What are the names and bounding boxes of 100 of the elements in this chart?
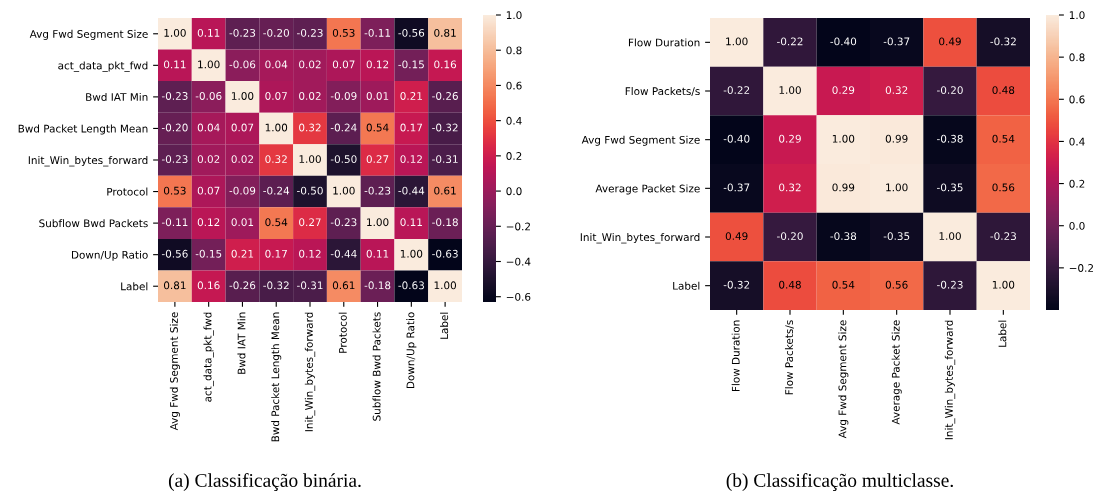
data-label: 1.00: [886, 183, 908, 192]
data-label: 0.29: [779, 134, 801, 143]
data-label: 0.29: [832, 86, 855, 95]
color-bar-label: 0.0: [1069, 221, 1085, 230]
data-label: 1.00: [299, 155, 321, 164]
data-label: 0.61: [434, 186, 456, 195]
data-label: 1.00: [164, 28, 186, 37]
data-label: -0.63: [432, 249, 458, 258]
x-tick-label: Subflow Bwd Packets: [372, 312, 381, 421]
data-label: 0.21: [231, 249, 254, 258]
data-label: 0.32: [885, 86, 908, 95]
data-label: 0.07: [265, 92, 287, 100]
data-label: -0.15: [398, 60, 424, 69]
data-label: -0.26: [229, 281, 256, 290]
data-label: 0.54: [992, 134, 1015, 143]
data-label: 0.02: [197, 155, 220, 164]
data-label: -0.09: [229, 186, 256, 195]
data-label: -0.32: [723, 280, 750, 289]
data-label: 0.81: [163, 281, 186, 290]
data-label: -0.18: [364, 281, 391, 290]
data-label: 0.27: [299, 218, 321, 227]
y-tick-label: Init_Win_bytes_forward: [580, 233, 700, 244]
data-label: 0.12: [366, 60, 389, 69]
data-label: -0.20: [777, 232, 803, 241]
data-label: 1.00: [231, 92, 254, 100]
data-label: 0.02: [299, 60, 321, 69]
x-tick-label: Label: [440, 312, 449, 339]
data-label: -0.23: [937, 280, 963, 289]
data-label: 0.16: [434, 60, 457, 69]
data-label: -0.24: [263, 186, 290, 195]
color-bar-label: 0.4: [1069, 137, 1085, 146]
x-tick-label: Bwd IAT Min: [237, 312, 246, 374]
data-label: 0.48: [779, 280, 801, 289]
data-label: 0.07: [197, 186, 220, 195]
x-tick-label: Bwd Packet Length Mean: [271, 312, 282, 442]
y-tick-label: Average Packet Size: [595, 184, 700, 195]
data-label: -0.44: [330, 249, 357, 258]
x-tick-label: Average Packet Size: [891, 320, 902, 425]
data-label: 0.54: [832, 280, 855, 289]
color-bar-label: −0.4: [506, 257, 531, 266]
x-tick-label: Protocol: [338, 312, 347, 353]
data-label: 0.32: [265, 155, 287, 164]
data-label: -0.20: [263, 28, 290, 37]
data-label: 0.17: [400, 123, 423, 132]
data-label: 0.81: [434, 28, 456, 37]
x-tick-label: Down/Up Ratio: [406, 312, 417, 389]
data-label: 0.56: [885, 280, 908, 289]
color-bar-label: 0.6: [1069, 95, 1085, 104]
data-label: -0.26: [432, 92, 458, 100]
data-label: -0.22: [777, 37, 803, 46]
data-label: 1.00: [779, 86, 801, 95]
data-label: -0.20: [161, 123, 188, 132]
data-label: -0.31: [432, 155, 458, 164]
data-label: 0.53: [332, 28, 355, 37]
data-label: 0.11: [400, 218, 422, 227]
data-label: -0.23: [161, 92, 188, 100]
data-label: -0.11: [364, 28, 391, 37]
x-tick-label: Label: [998, 320, 1007, 347]
data-label: -0.44: [398, 186, 425, 195]
data-label: -0.06: [229, 60, 256, 69]
color-bar-label: 0.4: [506, 116, 522, 125]
data-label: -0.23: [297, 28, 323, 37]
color-bar-label: 0.6: [506, 81, 522, 90]
data-label: 0.48: [992, 86, 1015, 95]
y-tick-label: act_data_pkt_fwd: [58, 61, 148, 72]
data-label: 1.00: [726, 37, 748, 46]
data-label: 1.00: [333, 186, 355, 195]
data-label: 0.56: [992, 183, 1015, 192]
data-label: 0.02: [231, 155, 253, 164]
data-label: -0.18: [432, 218, 458, 227]
data-label: 0.21: [400, 92, 422, 100]
data-label: 0.32: [779, 183, 801, 192]
data-label: -0.38: [937, 134, 963, 143]
data-label: -0.24: [330, 123, 357, 132]
data-label: 0.16: [197, 281, 220, 290]
text: (b) Classificação multiclasse.: [726, 473, 953, 491]
data-label: -0.23: [364, 186, 391, 195]
data-label: 1.00: [400, 249, 423, 258]
color-bar-label: 0.0: [506, 187, 522, 196]
color-bar-label: −0.2: [506, 222, 530, 231]
y-tick-label: Init_Win_bytes_forward: [28, 156, 148, 167]
data-label: 0.12: [400, 155, 422, 164]
x-tick-label: Avg Fwd Segment Size: [838, 320, 849, 439]
text: (a) Classificação binária.: [168, 473, 361, 491]
y-tick-label: Down/Up Ratio: [71, 250, 148, 261]
data-label: -0.63: [398, 281, 424, 290]
x-tick-label: act_data_pkt_fwd: [203, 312, 214, 402]
data-label: 0.11: [163, 60, 186, 69]
x-tick-label: Init_Win_bytes_forward: [304, 312, 316, 432]
data-label: 0.17: [265, 249, 287, 258]
data-label: -0.37: [883, 37, 910, 46]
data-label: -0.35: [937, 183, 963, 192]
color-bar-label: 1.0: [506, 11, 522, 20]
data-label: -0.22: [723, 86, 750, 95]
y-tick-label: Avg Fwd Segment Size: [29, 29, 148, 40]
x-tick-label: Flow Packets/s: [784, 320, 794, 395]
data-label: -0.15: [195, 249, 222, 258]
data-label: 0.07: [332, 60, 355, 69]
y-tick-label: Flow Packets/s: [625, 87, 700, 96]
data-label: 0.49: [939, 37, 961, 46]
